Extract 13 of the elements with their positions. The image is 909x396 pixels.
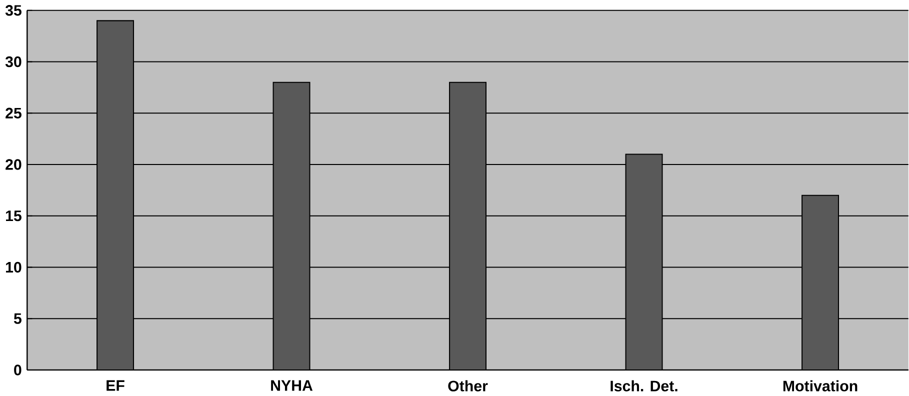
y-tick-label: 30 — [5, 56, 22, 67]
y-tick-label: 25 — [6, 108, 22, 118]
x-tick-label: NYHA — [271, 380, 313, 390]
y-tick-label: 15 — [6, 210, 22, 221]
y-tick-label: 35 — [5, 4, 22, 16]
x-tick-label: EF — [106, 380, 124, 390]
y-tick-label: 10 — [6, 262, 22, 272]
y-tick-label: 5 — [14, 313, 22, 324]
y-tick-label: 20 — [6, 158, 22, 170]
x-tick-label: Other — [448, 380, 488, 392]
y-tick-label: 0 — [14, 364, 22, 376]
x-tick-label: Isch. Det. — [610, 380, 678, 392]
x-tick-label: Motivation — [783, 380, 858, 392]
